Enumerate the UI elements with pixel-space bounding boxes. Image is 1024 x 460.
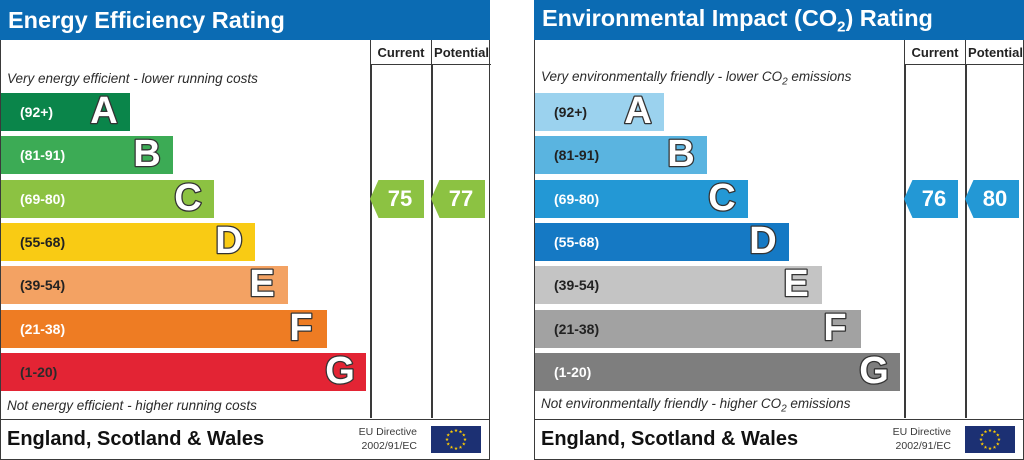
svg-text:F: F [289, 310, 312, 348]
svg-text:B: B [667, 136, 694, 174]
svg-text:D: D [215, 223, 242, 261]
svg-text:G: G [325, 353, 355, 391]
svg-text:E: E [783, 266, 808, 304]
svg-text:B: B [133, 136, 160, 174]
svg-text:F: F [823, 310, 846, 348]
svg-text:G: G [859, 353, 889, 391]
svg-text:A: A [90, 93, 117, 131]
svg-text:D: D [749, 223, 776, 261]
svg-text:E: E [249, 266, 274, 304]
svg-text:C: C [174, 180, 201, 218]
svg-text:A: A [624, 93, 651, 131]
svg-text:C: C [708, 180, 735, 218]
